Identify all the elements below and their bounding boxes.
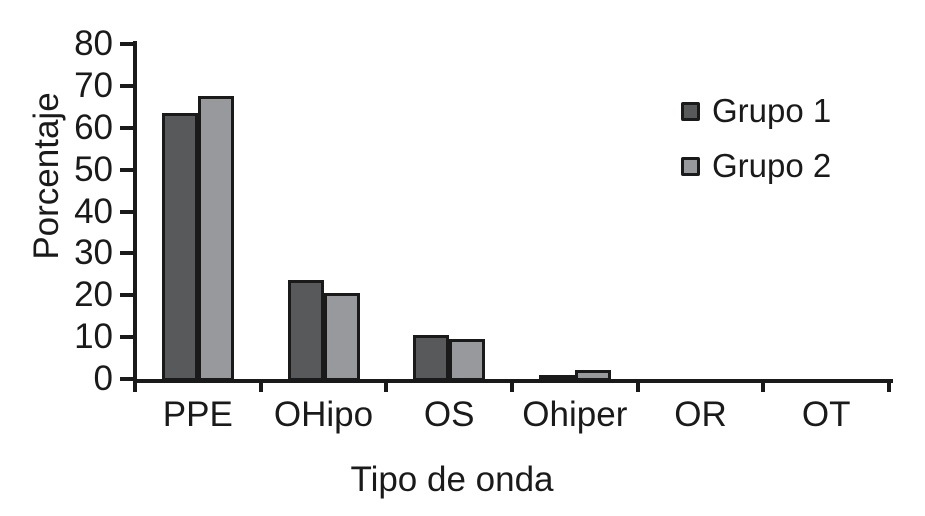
bar-grupo-1-os xyxy=(413,335,450,381)
legend-label-grupo-2: Grupo 2 xyxy=(712,147,832,184)
x-category-label: OS xyxy=(423,395,475,434)
x-tick xyxy=(761,379,766,392)
y-tick-label: 0 xyxy=(93,359,113,398)
x-category-label: OHipo xyxy=(273,395,374,434)
x-category-label: PPE xyxy=(162,395,233,434)
y-tick-label: 50 xyxy=(74,149,113,189)
y-tick-label: 30 xyxy=(74,233,113,273)
y-tick-label: 80 xyxy=(74,24,113,63)
y-tick xyxy=(120,293,134,298)
x-tick xyxy=(510,379,514,392)
bar-grupo-1-ohipo xyxy=(287,280,324,381)
y-axis-title: Porcentaje xyxy=(27,92,66,260)
y-axis-line xyxy=(133,41,137,383)
x-category-label: Ohiper xyxy=(522,395,628,434)
y-tick xyxy=(120,377,134,381)
bar-grupo-1-ppe xyxy=(161,113,198,381)
legend-label-grupo-1: Grupo 1 xyxy=(712,92,832,129)
y-tick xyxy=(120,125,134,130)
legend-item-grupo-1: Grupo 1 xyxy=(681,93,831,129)
y-tick xyxy=(120,42,134,46)
y-tick xyxy=(120,251,134,256)
y-tick-label: 20 xyxy=(74,275,113,315)
y-tick-label: 40 xyxy=(74,191,113,231)
y-tick-label: 10 xyxy=(74,317,113,357)
y-tick-label: 60 xyxy=(74,107,113,147)
bar-grupo-2-ppe xyxy=(197,96,234,381)
y-tick xyxy=(120,335,134,340)
bar-grupo-2-ohiper xyxy=(574,370,611,381)
legend-item-grupo-2: Grupo 2 xyxy=(681,148,831,184)
x-tick xyxy=(635,379,640,392)
x-axis-title: Tipo de onda xyxy=(350,460,554,499)
legend-swatch-grupo-1 xyxy=(681,101,700,121)
x-tick xyxy=(133,379,137,392)
x-tick xyxy=(258,379,263,392)
bar-grupo-2-os xyxy=(449,339,486,381)
y-tick xyxy=(120,83,134,88)
x-category-label: OR xyxy=(674,395,727,434)
x-tick xyxy=(887,379,891,392)
y-tick-label: 70 xyxy=(74,65,113,105)
legend-swatch-grupo-2 xyxy=(681,156,700,176)
y-tick xyxy=(120,167,134,172)
x-tick xyxy=(384,379,389,392)
bar-grupo-1-ohiper xyxy=(538,375,575,381)
y-tick xyxy=(120,209,134,214)
legend: Grupo 1 Grupo 2 xyxy=(681,93,831,203)
x-category-label: OT xyxy=(801,395,851,434)
bar-grupo-2-ohipo xyxy=(323,293,360,381)
